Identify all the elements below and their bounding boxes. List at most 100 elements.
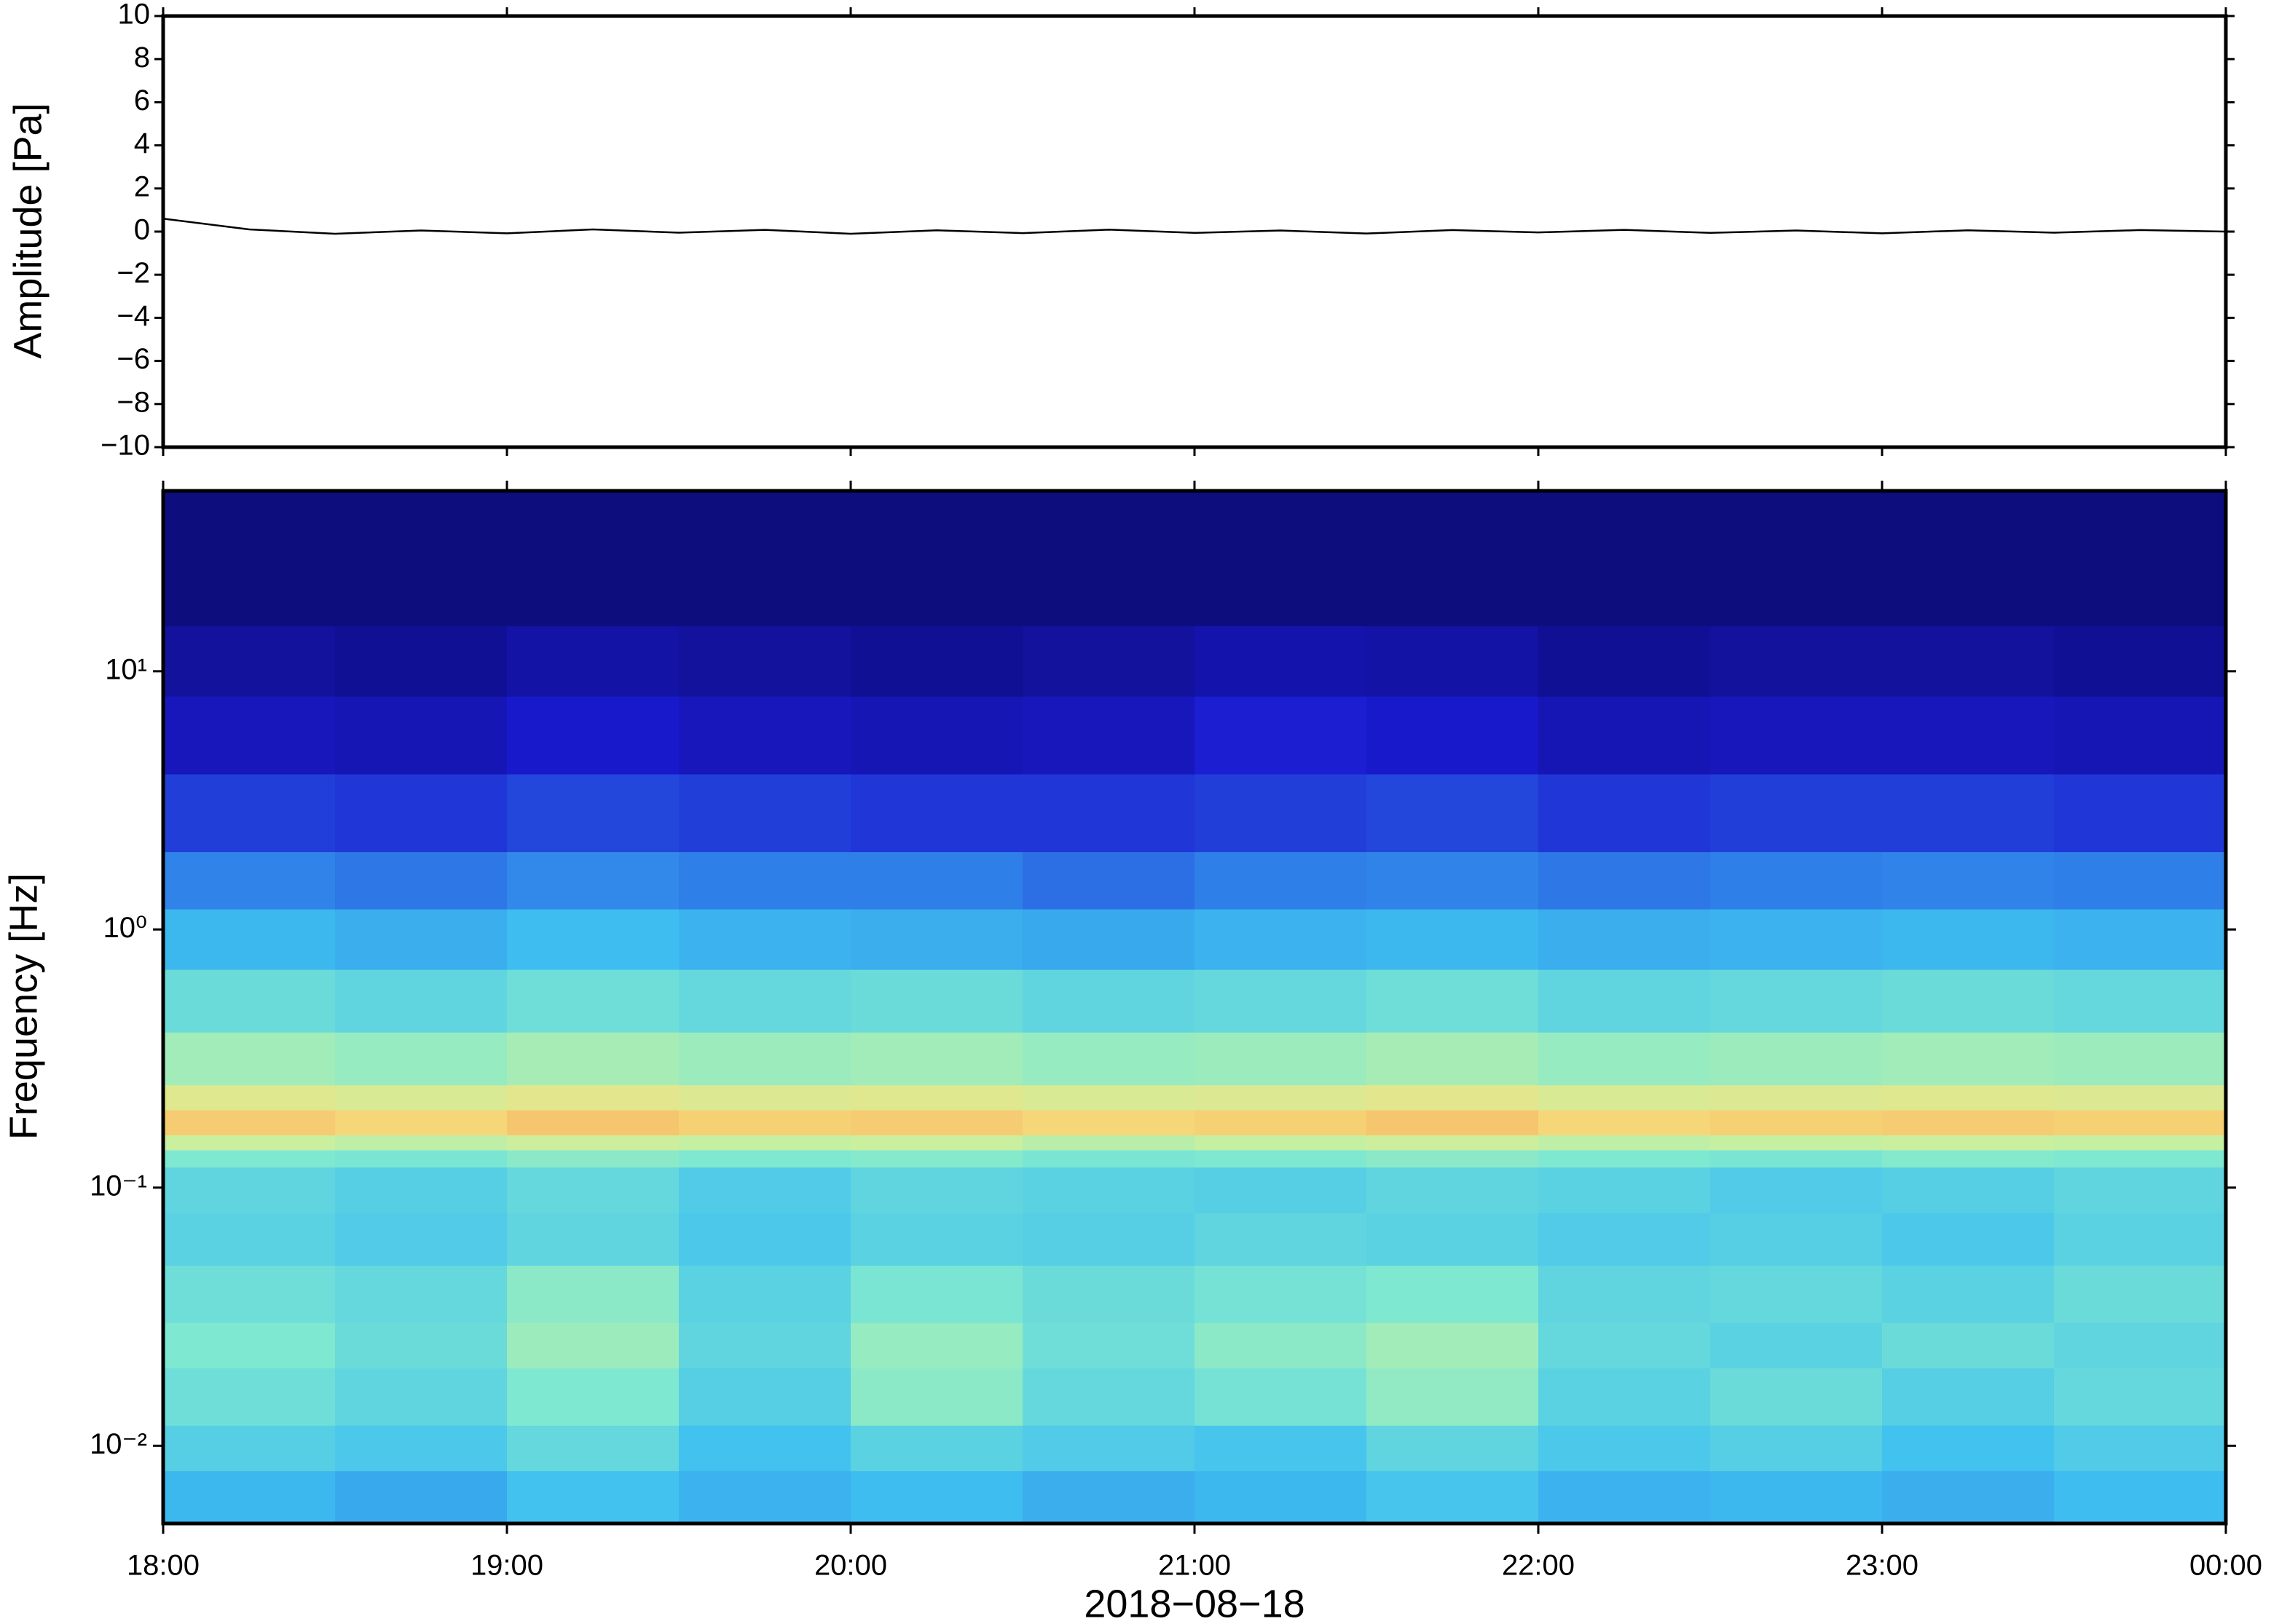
spectrogram-cell bbox=[851, 1135, 1023, 1151]
spectrogram-cell bbox=[335, 1213, 508, 1266]
spectrogram-cell bbox=[1366, 1110, 1539, 1135]
spectrogram-cell bbox=[1710, 1032, 1883, 1086]
spectrogram-cell bbox=[163, 1368, 336, 1426]
spectrogram-cell bbox=[163, 696, 336, 775]
spectrogram-cell bbox=[1194, 773, 1367, 853]
spectrogram-cell bbox=[1538, 1032, 1711, 1086]
spectrogram-cell bbox=[2054, 1135, 2227, 1151]
spectrogram-cell bbox=[163, 1110, 336, 1135]
spectrogram-cell bbox=[679, 851, 851, 910]
spectrogram-cell bbox=[1710, 1368, 1883, 1426]
spectrogram-cell bbox=[1882, 1149, 2055, 1168]
spectrogram-cell bbox=[679, 1425, 851, 1472]
spectrogram-cell bbox=[2054, 696, 2227, 775]
spectrogram-cell bbox=[163, 969, 336, 1033]
spectrogram-cell bbox=[1538, 1425, 1711, 1472]
spectrogram-cell bbox=[679, 1213, 851, 1266]
spectrogram-cell bbox=[1882, 1323, 2055, 1369]
x-tick-label: 21:00 bbox=[1158, 1550, 1231, 1582]
x-tick-label: 20:00 bbox=[814, 1550, 887, 1582]
spectrogram-cell bbox=[2054, 1032, 2227, 1086]
y-tick-label: 8 bbox=[134, 42, 150, 74]
plot-frame bbox=[161, 14, 2228, 449]
spectrogram-cell bbox=[163, 1149, 336, 1168]
spectrogram-cell bbox=[1366, 1149, 1539, 1168]
spectrogram-cell bbox=[2054, 1368, 2227, 1426]
spectrogram-cell bbox=[1366, 1265, 1539, 1323]
spectrogram-cell bbox=[1194, 1265, 1367, 1323]
spectrogram-cell bbox=[1023, 969, 1195, 1033]
spectrogram-cell bbox=[1882, 1213, 2055, 1266]
spectrogram-cell bbox=[1194, 1167, 1367, 1213]
spectrogram-cell bbox=[335, 1110, 508, 1135]
spectrogram-cell bbox=[679, 1323, 851, 1369]
y-tick-label: 10⁻² bbox=[90, 1428, 147, 1460]
spectrogram-cell bbox=[507, 1368, 680, 1426]
spectrogram-cell bbox=[1710, 1265, 1883, 1323]
spectrogram-cell bbox=[1710, 491, 1883, 626]
spectrogram-cell bbox=[1194, 1368, 1367, 1426]
spectrogram-cell bbox=[2054, 491, 2227, 626]
spectrogram-cell bbox=[507, 851, 680, 910]
spectrogram-cell bbox=[851, 969, 1023, 1033]
x-tick-label: 18:00 bbox=[127, 1550, 200, 1582]
spectrogram-cell bbox=[1710, 1149, 1883, 1168]
spectrogram-cell bbox=[1538, 1084, 1711, 1111]
y-tick-label: −10 bbox=[101, 430, 150, 462]
spectrogram-cell bbox=[1023, 851, 1195, 910]
spectrogram-cell bbox=[1023, 1470, 1195, 1524]
y-tick-label: 2 bbox=[134, 170, 150, 202]
spectrogram-cell bbox=[1366, 491, 1539, 626]
spectrogram-cell bbox=[1882, 969, 2055, 1033]
spectrogram-cell bbox=[1023, 1368, 1195, 1426]
y-axis-label: Amplitude [Pa] bbox=[6, 103, 50, 358]
spectrogram-cell bbox=[1710, 851, 1883, 910]
spectrogram-cell bbox=[1710, 1135, 1883, 1151]
spectrogram-cell bbox=[335, 969, 508, 1033]
spectrogram-cell bbox=[1366, 1323, 1539, 1369]
spectrogram-cell bbox=[335, 1265, 508, 1323]
spectrogram-cell bbox=[2054, 1265, 2227, 1323]
spectrogram-cell bbox=[851, 1470, 1023, 1524]
spectrogram-cell bbox=[1194, 909, 1367, 970]
spectrogram-cell bbox=[679, 1149, 851, 1168]
spectrogram-cell bbox=[1194, 1149, 1367, 1168]
spectrogram-cell bbox=[1538, 1368, 1711, 1426]
spectrogram-cell bbox=[2054, 1110, 2227, 1135]
y-tick-label: −4 bbox=[117, 300, 150, 332]
spectrogram-cell bbox=[1710, 1213, 1883, 1266]
spectrogram-cell bbox=[1023, 491, 1195, 626]
spectrogram-cell bbox=[679, 1167, 851, 1213]
spectrogram-cell bbox=[507, 1323, 680, 1369]
spectrogram-cell bbox=[1710, 1167, 1883, 1213]
spectrogram-cell bbox=[163, 1135, 336, 1151]
plot-frame bbox=[161, 489, 2228, 1526]
spectrogram-cell bbox=[335, 773, 508, 853]
spectrogram-cell bbox=[679, 1110, 851, 1135]
spectrogram-cell bbox=[1538, 491, 1711, 626]
spectrogram-cell bbox=[1194, 1470, 1367, 1524]
x-tick-label: 22:00 bbox=[1502, 1550, 1575, 1582]
spectrogram-cell bbox=[163, 1084, 336, 1111]
spectrogram-cell bbox=[1538, 1265, 1711, 1323]
spectrogram-cell bbox=[163, 773, 336, 853]
spectrogram-cell bbox=[1710, 773, 1883, 853]
spectrogram-cell bbox=[1023, 1213, 1195, 1266]
spectrogram-cell bbox=[1710, 909, 1883, 970]
spectrogram-cell bbox=[1194, 851, 1367, 910]
spectrogram-cell bbox=[851, 909, 1023, 970]
spectrogram-cell bbox=[2054, 1323, 2227, 1369]
spectrogram-cell bbox=[1538, 851, 1711, 910]
spectrogram-cell bbox=[679, 773, 851, 853]
spectrogram-cell bbox=[2054, 1213, 2227, 1266]
spectrogram-cell bbox=[1882, 1135, 2055, 1151]
spectrogram-cell bbox=[507, 626, 680, 697]
spectrogram-cell bbox=[1538, 626, 1711, 697]
spectrogram-cell bbox=[2054, 1470, 2227, 1524]
spectrogram-cell bbox=[851, 1084, 1023, 1111]
spectrogram-cell bbox=[1710, 969, 1883, 1033]
spectrogram-cell bbox=[2054, 851, 2227, 910]
spectrogram-cell bbox=[1366, 851, 1539, 910]
spectrogram-cell bbox=[1538, 1110, 1711, 1135]
spectrogram-cell bbox=[1366, 1470, 1539, 1524]
